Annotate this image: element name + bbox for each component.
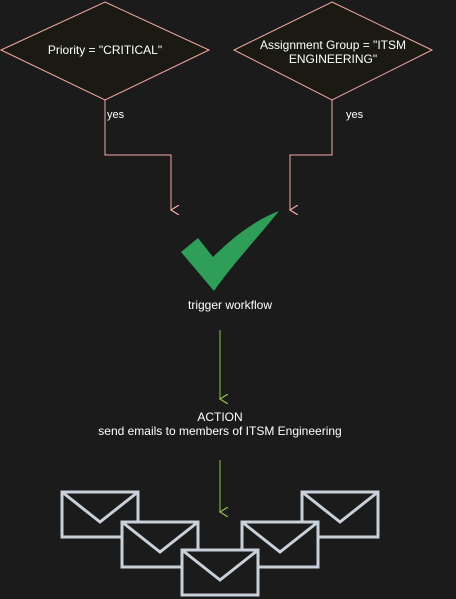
envelope-icon (180, 548, 260, 597)
edge-yes-right-label: yes (346, 109, 364, 121)
envelope-icon (300, 490, 380, 539)
action-block: ACTION send emails to members of ITSM En… (60, 410, 380, 438)
decision-group-label-line1: Assignment Group = "ITSM (260, 38, 406, 52)
action-title: ACTION (197, 410, 243, 424)
checkmark-icon (181, 211, 279, 291)
decision-priority-label: Priority = "CRITICAL" (47, 43, 163, 57)
envelope-icon (120, 520, 200, 569)
trigger-label: trigger workflow (187, 298, 273, 312)
decision-group-label: Assignment Group = "ITSM ENGINEERING" (250, 38, 416, 66)
decision-group-label-line2: ENGINEERING" (288, 52, 378, 66)
edge-yes-right (290, 100, 333, 210)
action-description: send emails to members of ITSM Engineeri… (98, 424, 342, 438)
edge-yes-left-label: yes (107, 109, 125, 121)
envelope-icon (240, 520, 320, 569)
edge-yes-left (104, 100, 171, 210)
